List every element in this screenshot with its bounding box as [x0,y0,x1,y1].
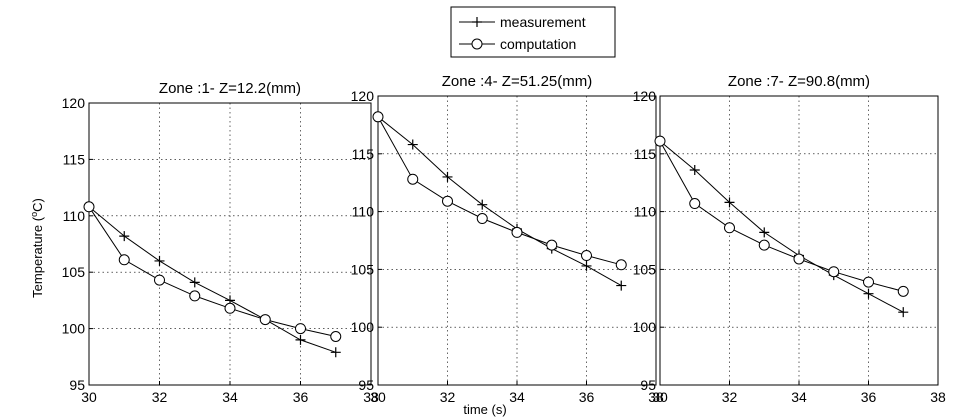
y-tick-label: 105 [351,261,375,277]
data-point-computation [546,239,558,251]
x-axis-label: time (s) [463,402,506,417]
data-point-measurement [616,280,627,291]
data-point-measurement [119,231,130,242]
plot-title: Zone :7- Z=90.8(mm) [728,73,870,90]
y-tick-label: 110 [63,208,86,224]
y-tick-label: 95 [69,377,85,393]
data-point-computation [758,239,770,251]
x-tick-label: 30 [652,389,668,405]
data-point-computation [793,253,805,265]
data-point-measurement [581,260,592,271]
plot-frame [377,95,657,386]
y-tick-label: 105 [62,264,86,280]
x-tick-label: 32 [152,389,168,405]
data-point-computation [442,195,453,207]
data-point-computation [154,274,165,286]
data-point-measurement [154,255,165,266]
legend-measurement-label: measurement [500,14,586,30]
data-point-computation [83,201,95,213]
y-tick-label: 115 [63,151,86,167]
legend-item-measurement: measurement [459,14,586,30]
data-point-computation [654,135,666,147]
y-tick-label: 95 [358,377,374,393]
data-point-measurement [759,227,770,238]
data-point-measurement [477,199,488,210]
y-axis-label: Temperature (oC) [29,198,45,298]
data-point-measurement [442,171,453,182]
y-tick-label: 120 [633,88,657,104]
y-tick-label: 115 [352,146,375,162]
x-tick-label: 32 [440,389,456,405]
data-point-measurement [330,347,341,358]
data-point-computation [581,250,592,262]
x-tick-label: 32 [722,389,738,405]
series-line-measurement [88,206,336,353]
x-tick-label: 30 [370,389,386,405]
y-tick-label: 120 [62,95,86,111]
y-tick-label: 110 [634,204,657,220]
plot-title: Zone :1- Z=12.2(mm) [159,80,301,97]
data-point-measurement [724,197,735,208]
y-tick-label: 105 [633,261,657,277]
x-tick-label: 38 [648,389,664,405]
data-point-computation [828,266,840,278]
x-tick-label: 34 [791,389,807,405]
series-line-measurement [377,116,622,287]
data-point-computation [511,226,523,238]
legend-item-computation: computation [459,36,576,52]
y-tick-label: 120 [351,88,375,104]
data-point-measurement [898,307,909,318]
data-point-computation [189,290,201,302]
series-line-computation [377,116,622,266]
x-tick-label: 30 [81,389,97,405]
x-tick-label: 38 [930,389,946,405]
plot-frame [659,95,939,386]
y-tick-label: 100 [62,321,86,337]
series-line-measurement [659,140,904,313]
x-tick-label: 34 [222,389,238,405]
x-tick-label: 36 [293,389,309,405]
data-point-measurement [295,334,306,345]
data-point-computation [689,198,701,210]
series-line-computation [88,206,336,337]
data-point-computation [476,213,488,225]
data-point-computation [863,276,874,288]
data-point-computation [615,259,627,271]
data-point-computation [259,314,271,326]
x-tick-label: 38 [363,389,379,405]
y-tick-label: 100 [351,319,375,335]
data-point-computation [372,111,384,123]
data-point-computation [407,173,419,185]
data-point-measurement [863,288,874,299]
plot-title: Zone :4- Z=51.25(mm) [442,73,592,90]
legend-computation-label: computation [500,36,576,52]
data-point-measurement [407,139,418,150]
y-tick-label: 100 [633,319,657,335]
data-point-computation [118,254,130,266]
plot-frame [88,102,372,386]
circle-marker-icon [471,38,483,50]
x-tick-label: 34 [509,389,525,405]
plus-marker-icon [472,17,482,27]
y-tick-label: 110 [352,204,375,220]
data-point-measurement [189,277,200,288]
data-point-computation [224,302,236,314]
data-point-computation [724,222,735,234]
y-tick-label: 95 [640,377,656,393]
data-point-computation [897,285,909,297]
x-tick-label: 36 [579,389,595,405]
y-tick-label: 115 [634,146,657,162]
data-point-computation [330,330,342,342]
data-point-measurement [689,164,700,175]
legend: measurement computation [450,6,616,58]
data-point-computation [295,323,306,335]
x-tick-label: 36 [861,389,877,405]
series-line-computation [659,140,904,292]
